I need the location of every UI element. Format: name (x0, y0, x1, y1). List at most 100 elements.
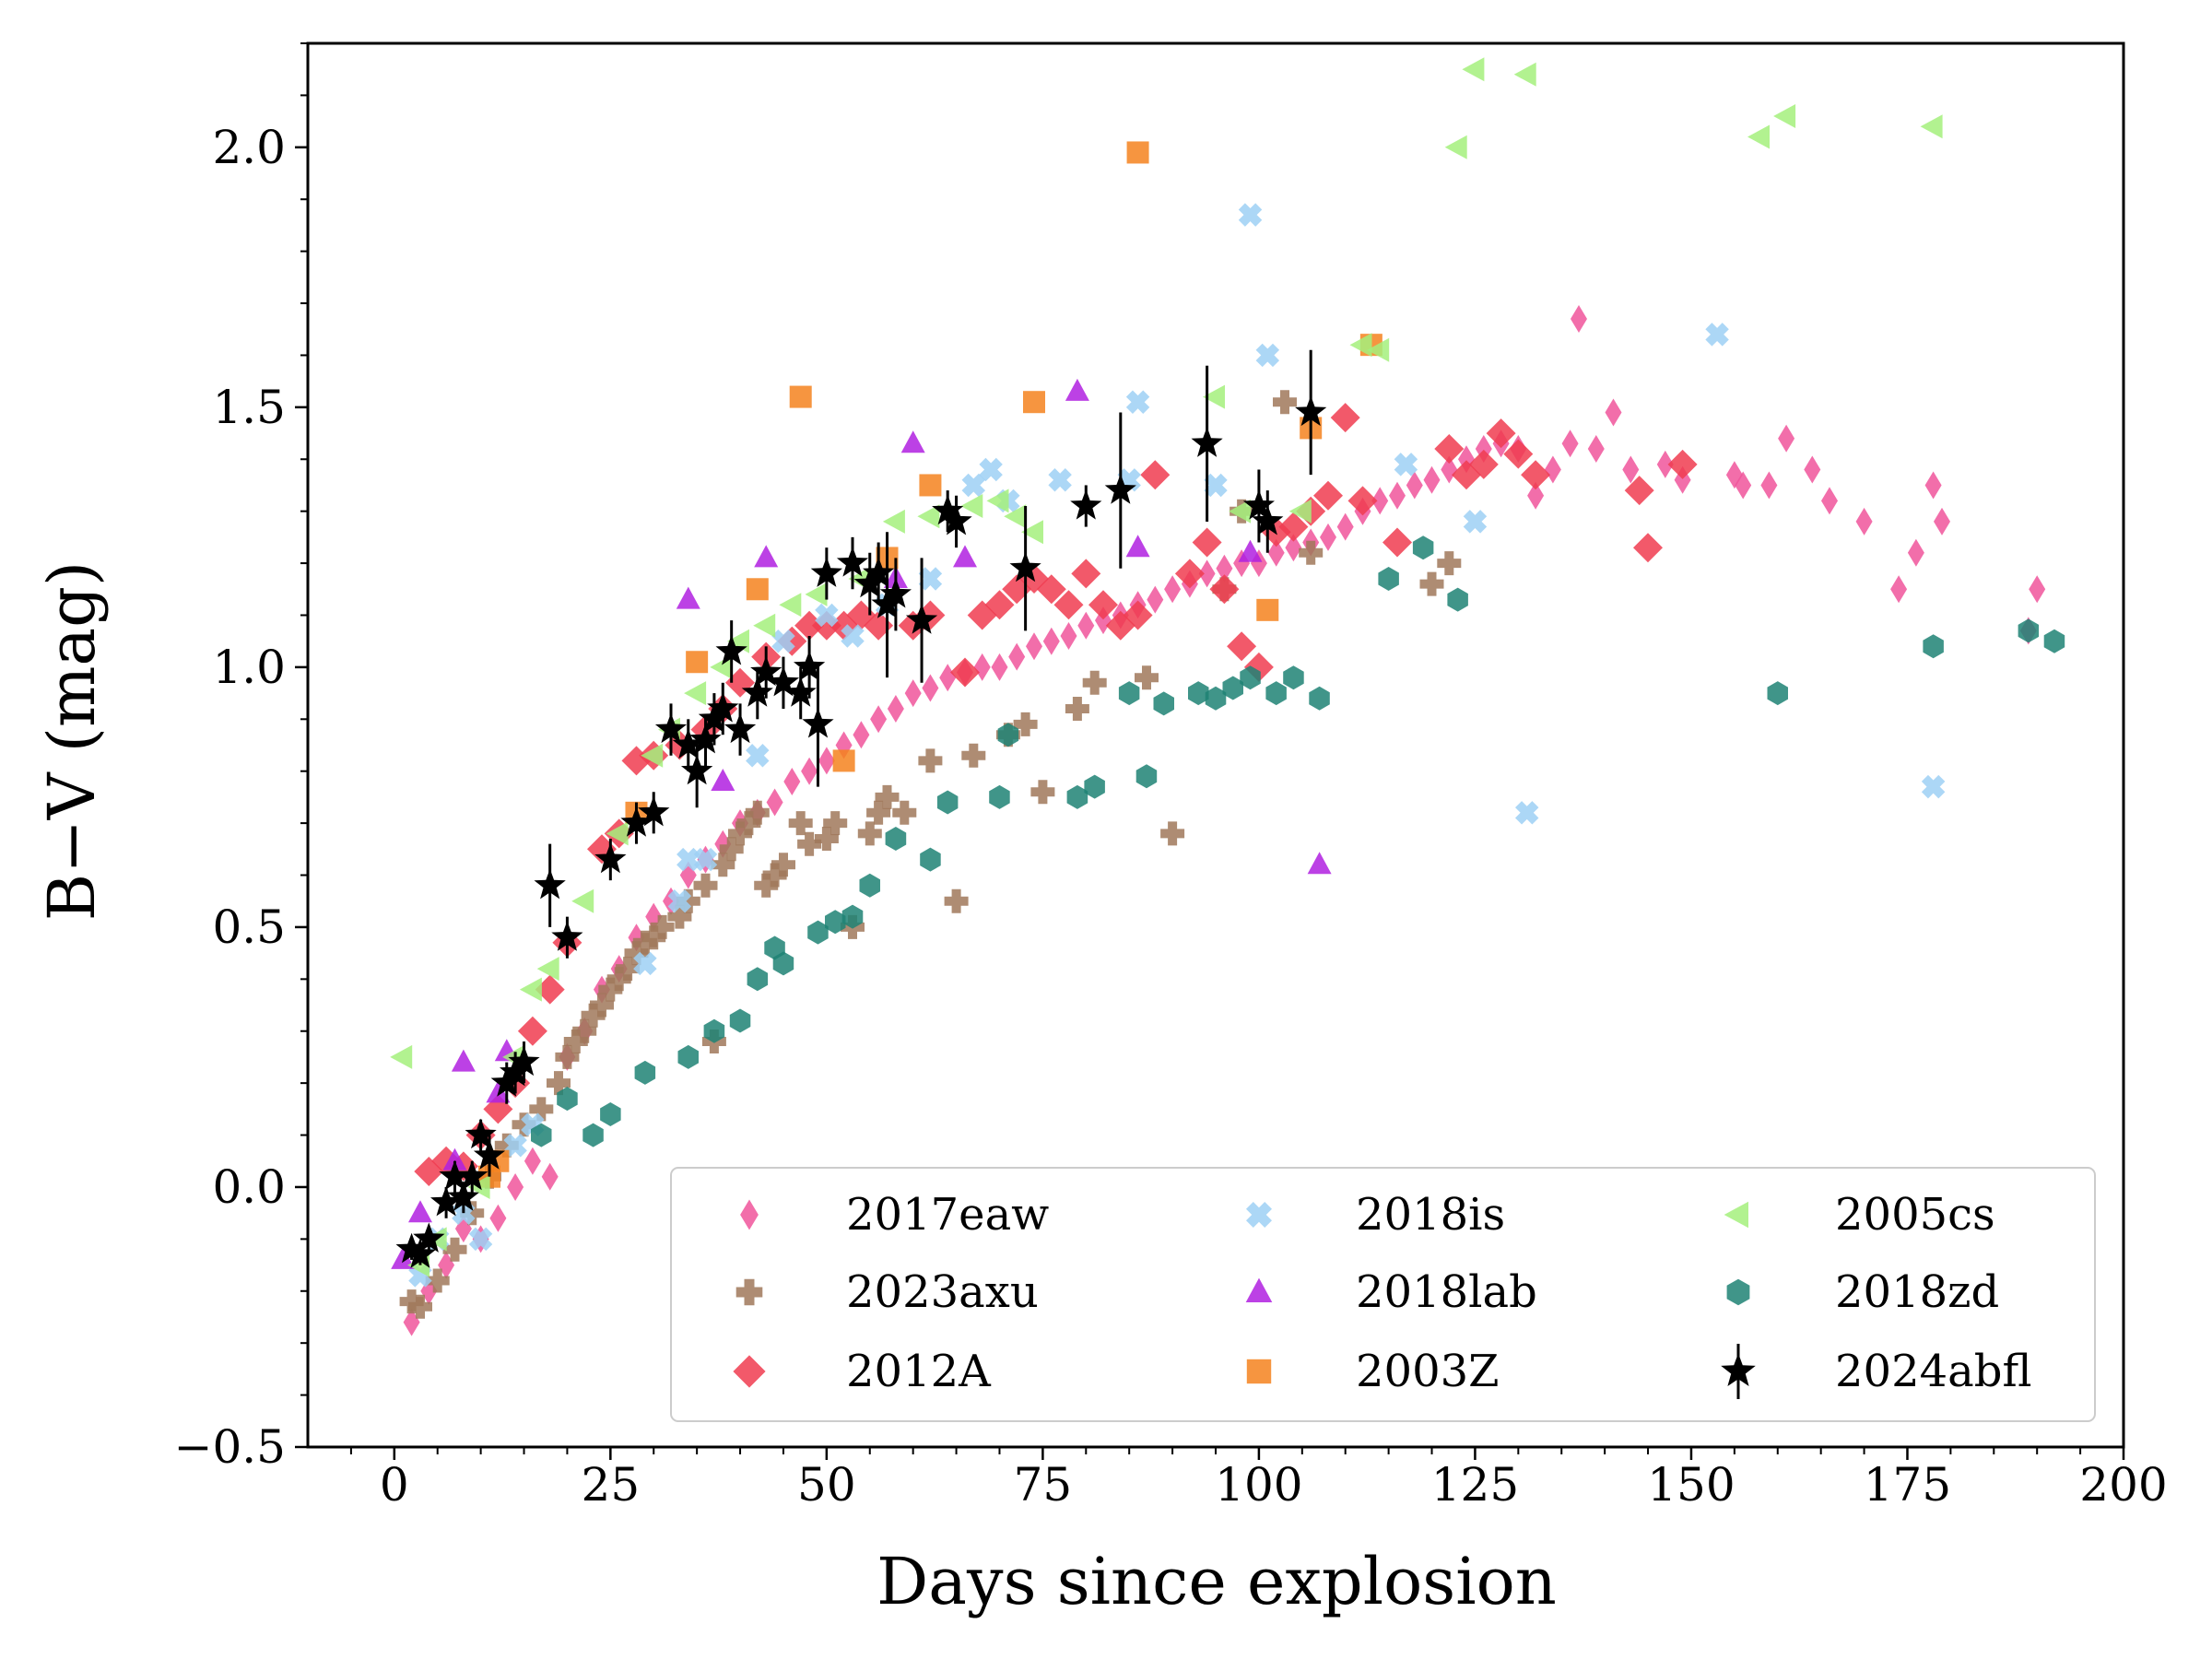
data-point (1188, 681, 1209, 706)
legend-entry-2017eaw: 2017eaw (740, 1189, 1049, 1241)
data-point (920, 847, 941, 872)
y-tick-label: 1.0 (212, 641, 286, 694)
data-point (715, 635, 747, 665)
data-point (1656, 450, 1674, 478)
data-point (677, 847, 700, 872)
data-point (1023, 391, 1045, 414)
data-point (667, 888, 692, 913)
data-point (641, 925, 666, 950)
legend-label: 2018is (1356, 1189, 1505, 1241)
data-point (900, 430, 925, 453)
data-point (866, 800, 891, 825)
data-point (984, 590, 1015, 620)
data-point (997, 723, 1019, 747)
data-point (1307, 852, 1332, 875)
data-point (490, 1066, 523, 1097)
data-point (746, 744, 770, 768)
data-point (728, 821, 752, 846)
data-point (1205, 686, 1227, 711)
data-point (524, 1147, 541, 1175)
data-point (1463, 510, 1488, 534)
data-point (887, 695, 904, 723)
data-point (413, 1222, 445, 1253)
legend-label: 2023axu (846, 1266, 1039, 1318)
legend-entry-2005cs: 2005cs (1724, 1189, 1995, 1241)
data-point (788, 811, 813, 836)
data-point (1135, 764, 1158, 789)
legend-label: 2005cs (1835, 1189, 1995, 1241)
data-point (1527, 481, 1545, 510)
data-point (1153, 691, 1174, 716)
data-point (953, 545, 977, 568)
data-point (754, 545, 779, 568)
data-point (2043, 629, 2065, 653)
legend-label: 2018zd (1835, 1266, 1999, 1318)
data-point (1605, 398, 1622, 427)
x-tick-label: 0 (380, 1458, 409, 1512)
data-point (1118, 681, 1140, 706)
data-point (508, 1045, 540, 1077)
data-point (1394, 453, 1418, 477)
data-point (473, 1139, 506, 1170)
data-point (689, 723, 722, 754)
data-point (1406, 471, 1423, 500)
data-point (753, 613, 776, 638)
data-point (430, 1185, 463, 1217)
legend-entry-2003Z: 2003Z (1246, 1346, 1500, 1397)
data-point (940, 504, 972, 535)
data-point (1907, 538, 1924, 567)
data-point (1544, 455, 1561, 484)
data-point (1778, 424, 1795, 453)
data-point (1077, 611, 1095, 640)
data-point (853, 721, 870, 749)
data-point (1240, 665, 1261, 690)
data-point (1773, 104, 1796, 128)
data-point (1367, 337, 1390, 362)
data-point (1934, 507, 1950, 535)
series-2012A (414, 403, 1698, 1186)
data-point (529, 1097, 554, 1122)
data-point (772, 951, 794, 976)
y-axis-title: B−V (mag) (34, 561, 110, 921)
y-tick-label: −0.5 (174, 1420, 286, 1474)
data-point (1267, 538, 1285, 567)
data-point (711, 853, 735, 877)
data-point (885, 827, 907, 851)
data-point (547, 1071, 571, 1096)
data-point (425, 1268, 450, 1293)
data-point (1065, 378, 1089, 401)
legend-marker (1245, 1277, 1273, 1302)
data-point (789, 385, 812, 408)
x-tick-label: 200 (2079, 1458, 2167, 1512)
data-point (460, 1201, 485, 1226)
data-point (1026, 632, 1042, 661)
data-point (442, 1147, 467, 1171)
data-point (1209, 574, 1240, 605)
data-point (676, 888, 700, 913)
data-point (1371, 487, 1389, 515)
data-point (1920, 114, 1943, 139)
data-point (944, 888, 969, 913)
data-point (986, 488, 1009, 513)
data-point (1238, 539, 1263, 562)
data-point (1164, 575, 1182, 604)
data-point (703, 1018, 725, 1043)
data-point (1147, 585, 1164, 614)
data-point (1821, 487, 1838, 515)
data-point (686, 651, 709, 674)
series-2005cs (390, 57, 1943, 1277)
data-point (507, 1173, 524, 1201)
data-point (517, 1016, 547, 1046)
data-point (779, 593, 802, 618)
data-point (1013, 712, 1038, 736)
data-point (606, 967, 631, 992)
data-point (818, 747, 835, 775)
data-point (794, 610, 825, 641)
data-point (1283, 665, 1304, 690)
data-point (641, 743, 664, 768)
data-point (741, 677, 773, 707)
data-point (1070, 489, 1102, 520)
series-2018zd (531, 535, 2065, 1147)
x-tick-label: 25 (582, 1458, 641, 1512)
data-point (447, 1181, 479, 1211)
